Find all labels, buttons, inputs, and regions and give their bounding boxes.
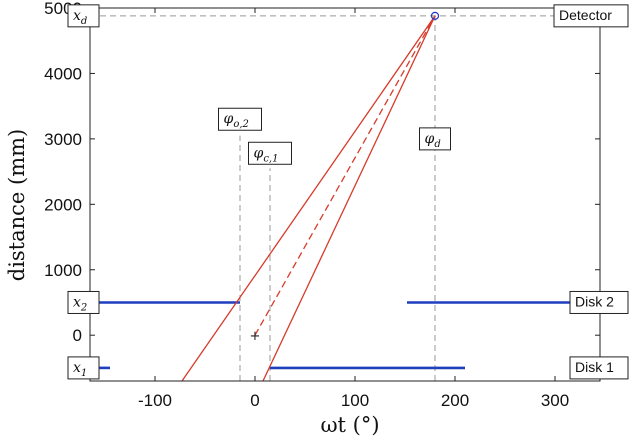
series-ray-left <box>181 15 436 381</box>
annotation-box-phi-o2 <box>218 107 262 131</box>
annotation-box-x-1 <box>67 356 100 380</box>
y-tick-label: 2000 <box>44 195 82 214</box>
annotation-box-detector <box>553 4 629 28</box>
annotation-phi-d: φd <box>425 131 441 150</box>
axes-frame <box>89 7 601 382</box>
annotation-box-phi-d <box>419 127 451 151</box>
annotation-phi-o2: φo,2 <box>224 111 249 130</box>
detector-point <box>430 11 440 20</box>
annotation-x-1: x1 <box>73 360 87 379</box>
annotation-box-disk-2 <box>569 290 629 314</box>
annotations: xd x2 x1 φo,2 φc,1 φd Detector Disk 2 Disk 1 <box>67 4 629 380</box>
annotation-phi-c1: φc,1 <box>254 145 279 164</box>
y-tick-label: 4000 <box>44 64 82 83</box>
annotation-box-phi-c1 <box>248 141 292 165</box>
annotation-detector: Detector <box>559 7 612 23</box>
series-ray-right <box>262 15 436 381</box>
series-ray-center <box>254 15 436 336</box>
x-tick-label: 0 <box>250 391 259 410</box>
annotation-box-x-d <box>67 4 100 28</box>
y-tick-label: 1000 <box>44 261 82 280</box>
y-tick-label: 0 <box>73 326 82 345</box>
series-group: + <box>90 15 600 381</box>
origin-marker: + <box>250 329 261 344</box>
y-tick-label: 3000 <box>44 130 82 149</box>
x-tick-label: -100 <box>138 391 172 410</box>
annotation-disk-1: Disk 1 <box>575 359 614 375</box>
annotation-box-x-2 <box>67 290 100 314</box>
plot-area: + <box>90 11 600 381</box>
x-tick-label: 300 <box>541 391 569 410</box>
y-axis-title: distance (mm) <box>5 129 29 282</box>
annotation-disk-2: Disk 2 <box>575 293 614 309</box>
annotation-box-disk-1 <box>569 356 629 380</box>
x-tick-label: 200 <box>441 391 469 410</box>
x-axis-title: ωt (°) <box>320 413 379 437</box>
annotation-x-2: x2 <box>73 294 87 313</box>
x-tick-label: 100 <box>341 391 369 410</box>
annotation-x-d: xd <box>73 8 87 27</box>
